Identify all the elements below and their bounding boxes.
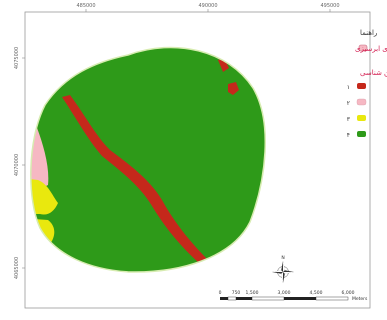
- study-area-fill: [30, 47, 266, 273]
- legend-item-3: ۳: [347, 115, 366, 123]
- scale-bar: 0 750 1,500 3,000 4,500 6,000 Meters: [219, 290, 368, 302]
- north-label: N: [281, 255, 284, 261]
- top-tick-label: 495000: [320, 3, 339, 9]
- left-ticks: 4075000 4070000 4065000: [14, 47, 25, 279]
- legend: راهنما محدوده ی فلات ایرنای ابرسیزی ارزش…: [347, 29, 387, 139]
- legend-item-label: ۱: [347, 84, 350, 91]
- scale-label: 6,000: [342, 290, 355, 296]
- left-tick-label: 4065000: [14, 257, 20, 279]
- zone-1-blob: [218, 58, 229, 72]
- zone-2-area: [30, 120, 49, 190]
- legend-swatch-4: [357, 131, 366, 137]
- top-ticks: 485000 490000 495000: [76, 3, 340, 12]
- legend-item-2: ۲: [347, 98, 367, 107]
- legend-item-1: ۱: [347, 83, 366, 91]
- zone-3-area: [30, 178, 58, 215]
- legend-item-label: ۲: [347, 100, 350, 107]
- scale-unit: Meters: [352, 296, 368, 302]
- legend-title: راهنما: [360, 29, 377, 37]
- scale-label: 3,000: [278, 290, 291, 296]
- legend-subtitle: ارزش واحدهای زمین شناسی: [360, 69, 387, 77]
- zone-1-band: [62, 95, 210, 264]
- top-tick-label: 485000: [76, 3, 95, 9]
- zone-1-blob: [228, 82, 239, 95]
- legend-swatch-3: [357, 115, 366, 121]
- top-tick-label: 490000: [198, 3, 217, 9]
- scale-label: 0: [219, 290, 222, 296]
- legend-item-label: ۴: [347, 132, 350, 139]
- legend-item-4: ۴: [347, 131, 366, 139]
- legend-swatch-2: [356, 98, 367, 106]
- north-arrow: N: [272, 255, 294, 283]
- scale-label: 750: [232, 290, 241, 296]
- legend-item-label: ۳: [347, 116, 351, 123]
- left-tick-label: 4070000: [14, 154, 20, 176]
- left-tick-label: 4075000: [14, 47, 20, 69]
- scale-label: 1,500: [246, 290, 259, 296]
- legend-boundary-label: محدوده ی فلات ایرنای ابرسیزی: [355, 45, 387, 53]
- legend-swatch-1: [357, 83, 366, 89]
- legend-swatch-boundary: [358, 44, 368, 52]
- scale-label: 4,500: [310, 290, 323, 296]
- study-area-boundary: [30, 46, 266, 273]
